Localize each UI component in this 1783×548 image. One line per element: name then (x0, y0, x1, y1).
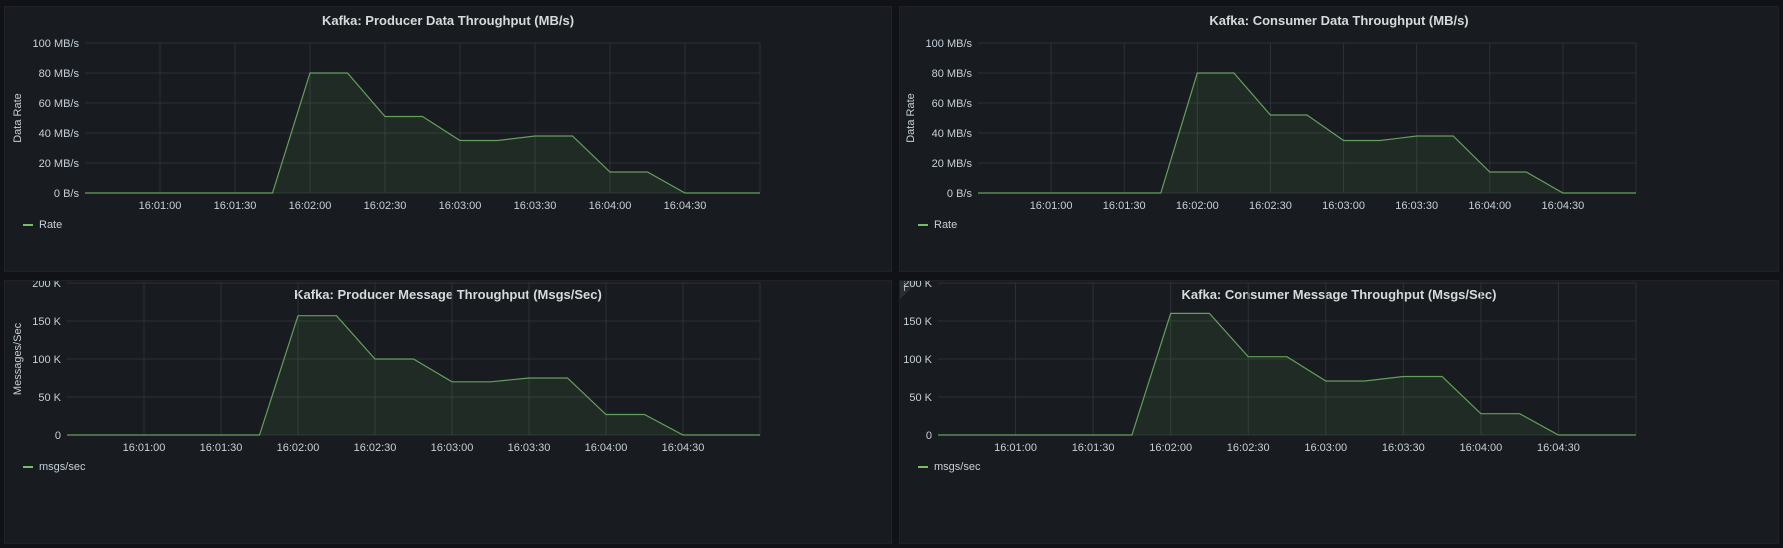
x-tick-label: 16:03:30 (508, 442, 551, 454)
x-tick-label: 16:02:30 (354, 442, 397, 454)
x-tick-label: 16:04:00 (1468, 200, 1511, 212)
y-tick-label: 200 K (32, 281, 61, 290)
y-tick-label: 80 MB/s (39, 68, 80, 80)
consumer-message-throughput-panel: i Kafka: Consumer Message Throughput (Ms… (899, 280, 1779, 544)
legend-swatch (918, 224, 928, 226)
y-tick-label: 50 K (38, 392, 61, 404)
legend-item[interactable]: Rate (918, 219, 957, 231)
y-tick-label: 0 (55, 430, 61, 442)
legend-label: msgs/sec (934, 461, 981, 473)
series-area (978, 73, 1636, 193)
series-area (938, 313, 1636, 435)
x-tick-label: 16:02:00 (277, 442, 320, 454)
legend-label: Rate (39, 219, 63, 231)
x-tick-label: 16:04:00 (589, 200, 632, 212)
legend-swatch (23, 466, 33, 468)
producer-message-throughput-chart: 16:01:00 16:01:30 16:02:00 16:02:30 16:03:00… (12, 281, 761, 454)
x-tick-label: 16:04:30 (1541, 200, 1584, 212)
panel-title[interactable]: Kafka: Consumer Data Throughput (MB/s) (1209, 13, 1469, 28)
y-axis-label: Data Rate (12, 93, 24, 143)
panel-title[interactable]: Kafka: Producer Data Throughput (MB/s) (321, 13, 575, 28)
y-tick-label: 0 (926, 430, 932, 442)
x-tick-label: 16:03:30 (1395, 200, 1438, 212)
producer-data-throughput-panel: Kafka: Producer Data Throughput (MB/s) 1… (4, 6, 892, 272)
consumer-data-throughput-panel: Kafka: Consumer Data Throughput (MB/s) 1… (899, 6, 1779, 272)
x-tick-label: 16:04:00 (1459, 442, 1502, 454)
legend-label: Rate (934, 219, 958, 231)
y-tick-label: 60 MB/s (39, 98, 80, 110)
x-tick-label: 16:01:30 (1103, 200, 1146, 212)
y-tick-label: 150 K (32, 316, 61, 328)
y-tick-label: 0 B/s (947, 188, 973, 200)
y-tick-label: 20 MB/s (39, 158, 80, 170)
x-tick-label: 16:01:30 (1072, 442, 1115, 454)
consumer-data-throughput-chart: 16:01:00 16:01:30 16:02:00 16:02:30 16:03:00… (905, 38, 1637, 212)
x-tick-label: 16:04:30 (662, 442, 705, 454)
y-tick-label: 60 MB/s (932, 98, 973, 110)
y-tick-label: 200 K (903, 281, 932, 290)
x-tick-label: 16:02:30 (364, 200, 407, 212)
legend-item[interactable]: msgs/sec (23, 461, 85, 473)
series-area (67, 315, 760, 435)
x-tick-label: 16:02:30 (1249, 200, 1292, 212)
x-tick-label: 16:01:00 (994, 442, 1037, 454)
info-icon[interactable]: i (903, 281, 907, 294)
y-tick-label: 100 MB/s (926, 38, 973, 50)
y-tick-label: 0 B/s (54, 188, 80, 200)
y-tick-label: 100 K (903, 354, 932, 366)
x-tick-label: 16:04:00 (585, 442, 628, 454)
x-tick-label: 16:03:30 (1382, 442, 1425, 454)
info-corner[interactable]: i (900, 281, 918, 299)
x-tick-label: 16:03:00 (431, 442, 474, 454)
legend-swatch (23, 224, 33, 226)
panel-title[interactable]: Kafka: Producer Message Throughput (Msgs… (294, 287, 602, 302)
y-tick-label: 50 K (909, 392, 932, 404)
consumer-message-throughput-chart: 16:01:00 16:01:30 16:02:00 16:02:30 16:03:00… (903, 281, 1637, 454)
producer-message-throughput-panel: Kafka: Producer Message Throughput (Msgs… (4, 280, 892, 544)
legend-label: msgs/sec (39, 461, 86, 473)
y-tick-label: 100 MB/s (33, 38, 80, 50)
x-tick-label: 16:01:30 (200, 442, 243, 454)
x-tick-label: 16:03:00 (1304, 442, 1347, 454)
y-axis-label: Data Rate (905, 93, 917, 143)
x-tick-label: 16:03:00 (439, 200, 482, 212)
x-tick-label: 16:03:00 (1322, 200, 1365, 212)
y-tick-label: 100 K (32, 354, 61, 366)
series-area (85, 73, 760, 193)
panel-title[interactable]: Kafka: Consumer Message Throughput (Msgs… (1181, 287, 1497, 302)
x-tick-label: 16:03:30 (514, 200, 557, 212)
series-line (938, 312, 1636, 436)
x-tick-label: 16:01:30 (214, 200, 257, 212)
x-tick-label: 16:01:00 (139, 200, 182, 212)
x-tick-label: 16:02:00 (1149, 442, 1192, 454)
x-tick-label: 16:01:00 (123, 442, 166, 454)
y-tick-label: 150 K (903, 316, 932, 328)
series-line (85, 72, 760, 194)
legend-swatch (918, 466, 928, 468)
y-tick-label: 40 MB/s (932, 128, 973, 140)
series-line (67, 315, 760, 436)
y-tick-label: 20 MB/s (932, 158, 973, 170)
y-axis-label: Messages/Sec (12, 322, 24, 395)
x-tick-label: 16:04:30 (1537, 442, 1580, 454)
legend-item[interactable]: Rate (23, 219, 62, 231)
x-tick-label: 16:02:00 (1176, 200, 1219, 212)
x-tick-label: 16:02:00 (289, 200, 332, 212)
legend-item[interactable]: msgs/sec (918, 461, 980, 473)
y-tick-label: 80 MB/s (932, 68, 973, 80)
x-tick-label: 16:01:00 (1030, 200, 1073, 212)
producer-data-throughput-chart: 16:01:00 16:01:30 16:02:00 16:02:30 16:03:00… (12, 38, 761, 212)
series-line (978, 72, 1636, 194)
x-tick-label: 16:02:30 (1227, 442, 1270, 454)
x-tick-label: 16:04:30 (664, 200, 707, 212)
y-tick-label: 40 MB/s (39, 128, 80, 140)
